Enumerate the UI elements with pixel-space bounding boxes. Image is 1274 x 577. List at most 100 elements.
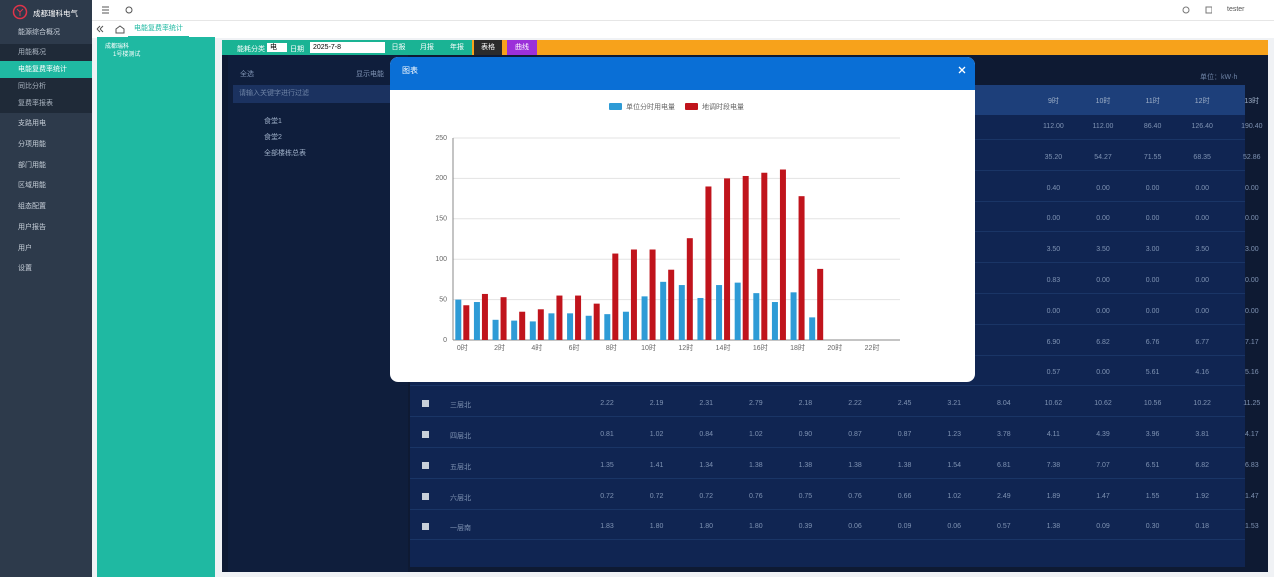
cell: 6.77: [1195, 338, 1209, 346]
cell: 3.21: [947, 400, 961, 408]
menu-item[interactable]: 组态配置: [18, 203, 46, 210]
row-name: 六层北: [450, 494, 471, 502]
cell: 1.34: [699, 461, 713, 469]
bar: [556, 295, 563, 340]
cell: 0.00: [1244, 215, 1259, 223]
legend-label: 地调时段电量: [702, 102, 744, 111]
search-input[interactable]: 请输入关键字进行过滤: [233, 85, 390, 103]
bar: [761, 172, 768, 340]
bar: [567, 313, 574, 340]
bar: [734, 282, 741, 340]
x-tick-label: 8时: [606, 343, 617, 352]
cell: 4.17: [1244, 431, 1259, 438]
menu-item[interactable]: 设置: [18, 265, 32, 272]
cell: 190.40: [1241, 123, 1263, 130]
cell: 1.38: [848, 461, 862, 469]
modal-title: 图表: [402, 66, 418, 75]
cell: 1.38: [798, 461, 813, 469]
column-header: 9时: [1047, 98, 1059, 105]
menu-item[interactable]: 用户: [18, 245, 32, 252]
button[interactable]: 表格: [474, 40, 502, 55]
cell: 10.22: [1193, 400, 1211, 408]
cell: 6.51: [1145, 461, 1160, 469]
menu-item[interactable]: 区域用能: [18, 182, 46, 189]
menu-item[interactable]: 支路用电: [18, 120, 46, 127]
cell: 126.40: [1191, 123, 1213, 130]
row-line: [410, 508, 1245, 510]
cell: 1.41: [649, 461, 664, 469]
menu-item[interactable]: 分项用能: [18, 141, 46, 148]
menu-item[interactable]: 用户报告: [18, 224, 46, 231]
cell: 1.38: [1046, 523, 1061, 531]
cell: 7.38: [1046, 461, 1061, 469]
menu-item[interactable]: 同比分析: [0, 78, 92, 96]
cell: 1.02: [649, 431, 664, 438]
cell: 71.55: [1143, 153, 1162, 161]
button[interactable]: 月报: [412, 40, 442, 55]
x-tick-label: 12时: [678, 343, 693, 352]
label: 能耗分类: [237, 46, 265, 53]
logo: [12, 4, 28, 20]
button[interactable]: 曲线: [507, 40, 537, 55]
bar: [612, 253, 619, 340]
menu-item[interactable]: 复费率报表: [0, 95, 92, 113]
menu-item[interactable]: 能源综合概况: [18, 29, 60, 36]
cell: 0.57: [996, 523, 1011, 531]
tree-node[interactable]: 成都瑞科: [105, 44, 130, 50]
x-tick-label: 4时: [531, 343, 542, 352]
checkbox[interactable]: 显示电能: [356, 71, 384, 78]
cell: 1.54: [947, 461, 961, 469]
menu-item[interactable]: 用能概况: [0, 44, 92, 62]
bar: [668, 269, 675, 340]
column-header: 13时: [1244, 98, 1260, 105]
menu-item[interactable]: 部门用能: [18, 162, 46, 169]
cell: 2.49: [996, 492, 1011, 500]
checkbox[interactable]: [422, 492, 429, 500]
row-name: 五层北: [450, 463, 471, 471]
close-button[interactable]: [958, 66, 966, 74]
button-bar: 日报 月报 年报 表格 曲线: [385, 40, 1268, 55]
cell: 1.89: [1046, 492, 1061, 500]
bar: [529, 321, 536, 340]
cell: 3.81: [1195, 431, 1209, 438]
cell: 3.50: [1096, 246, 1110, 254]
tree-node[interactable]: 食堂2: [264, 134, 282, 141]
checkbox[interactable]: [422, 461, 429, 469]
cell: 0.00: [1244, 307, 1259, 315]
cell: 1.23: [947, 431, 961, 438]
cell: 1.38: [748, 461, 763, 469]
checkbox[interactable]: [422, 431, 429, 438]
toolbar-icons[interactable]: [100, 5, 140, 15]
cell: 0.30: [1145, 523, 1160, 531]
date-input[interactable]: 2025-7-8: [310, 42, 385, 53]
button[interactable]: 年报: [442, 40, 472, 55]
tree-node[interactable]: 食堂1: [264, 118, 282, 125]
tree-node[interactable]: 1号楼测试: [113, 52, 141, 58]
bar: [519, 311, 526, 340]
bar: [678, 285, 685, 340]
cell: 1.55: [1145, 492, 1160, 500]
checkbox[interactable]: [422, 523, 429, 531]
button[interactable]: 日报: [385, 40, 412, 55]
cell: 0.84: [699, 431, 713, 438]
cell: 1.53: [1244, 523, 1259, 531]
cell: 0.00: [1195, 307, 1209, 315]
bar: [817, 268, 824, 340]
tree-node[interactable]: 全部楼栋总表: [264, 150, 306, 157]
cell: 2.19: [649, 400, 664, 408]
cell: 3.50: [1195, 246, 1209, 254]
legend-swatch: [685, 103, 698, 110]
tab[interactable]: 电能复费率统计: [128, 21, 189, 38]
checkbox[interactable]: 全选: [240, 71, 254, 78]
tab-icons[interactable]: [96, 25, 126, 34]
checkbox[interactable]: [422, 400, 429, 408]
menu-item[interactable]: 电能复费率统计: [0, 61, 92, 79]
tree-panel: 成都瑞科 1号楼测试: [97, 37, 215, 577]
header-icons[interactable]: [1182, 6, 1212, 15]
y-tick-label: 150: [435, 216, 447, 223]
bar: [753, 293, 760, 340]
cell: 1.47: [1096, 492, 1110, 500]
user[interactable]: tester: [1227, 6, 1245, 13]
select[interactable]: 电: [267, 43, 287, 52]
bar: [809, 317, 816, 340]
